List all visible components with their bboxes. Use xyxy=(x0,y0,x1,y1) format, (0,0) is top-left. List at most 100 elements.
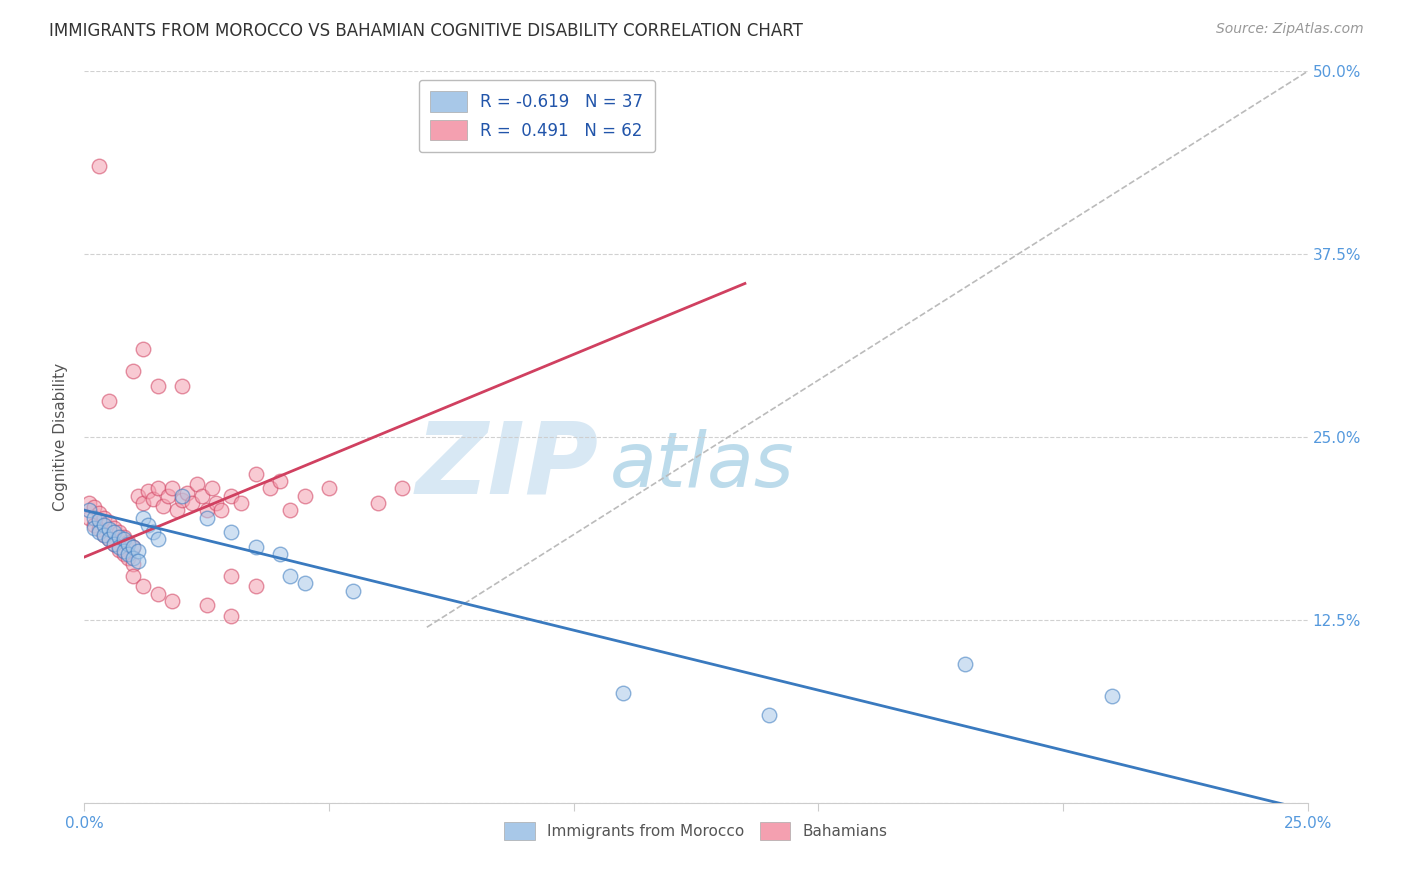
Point xyxy=(195,510,218,524)
Point xyxy=(136,484,159,499)
Text: Source: ZipAtlas.com: Source: ZipAtlas.com xyxy=(1216,22,1364,37)
Point xyxy=(172,489,194,503)
Point xyxy=(191,489,214,503)
Point xyxy=(103,525,125,540)
Point xyxy=(83,517,105,532)
Point xyxy=(391,481,413,495)
Point xyxy=(176,485,198,500)
Point xyxy=(172,379,194,393)
Point xyxy=(152,499,174,513)
Point xyxy=(342,583,364,598)
Point xyxy=(93,517,115,532)
Point xyxy=(93,528,115,542)
Point xyxy=(245,467,267,481)
Point xyxy=(205,496,228,510)
Point xyxy=(87,525,110,540)
Legend: Immigrants from Morocco, Bahamians: Immigrants from Morocco, Bahamians xyxy=(498,815,894,847)
Point xyxy=(112,544,135,558)
Point xyxy=(107,540,129,554)
Point xyxy=(1101,689,1123,703)
Point xyxy=(97,393,120,408)
Point xyxy=(107,530,129,544)
Point xyxy=(219,569,242,583)
Point xyxy=(146,379,169,393)
Point xyxy=(278,503,301,517)
Point xyxy=(181,496,204,510)
Point xyxy=(107,542,129,557)
Point xyxy=(259,481,281,495)
Point xyxy=(245,579,267,593)
Point xyxy=(117,537,139,551)
Point xyxy=(953,657,976,671)
Y-axis label: Cognitive Disability: Cognitive Disability xyxy=(53,363,69,511)
Point xyxy=(122,540,145,554)
Point xyxy=(132,579,155,593)
Point xyxy=(294,489,316,503)
Point xyxy=(172,493,194,508)
Point xyxy=(195,503,218,517)
Point xyxy=(97,533,120,547)
Point xyxy=(87,513,110,527)
Point xyxy=(612,686,634,700)
Point xyxy=(219,525,242,540)
Point xyxy=(245,540,267,554)
Point xyxy=(107,525,129,540)
Point xyxy=(103,537,125,551)
Point xyxy=(758,708,780,723)
Text: IMMIGRANTS FROM MOROCCO VS BAHAMIAN COGNITIVE DISABILITY CORRELATION CHART: IMMIGRANTS FROM MOROCCO VS BAHAMIAN COGN… xyxy=(49,22,803,40)
Point xyxy=(97,533,120,547)
Point xyxy=(294,576,316,591)
Point xyxy=(162,481,184,495)
Point xyxy=(97,522,120,536)
Point xyxy=(132,343,155,357)
Point xyxy=(87,522,110,536)
Point xyxy=(186,476,208,491)
Point xyxy=(117,535,139,549)
Text: ZIP: ZIP xyxy=(415,417,598,515)
Point xyxy=(122,364,145,378)
Point xyxy=(127,489,149,503)
Point xyxy=(77,510,100,524)
Point xyxy=(209,503,232,517)
Point xyxy=(93,528,115,542)
Point xyxy=(103,521,125,535)
Point xyxy=(87,160,110,174)
Point xyxy=(132,496,155,510)
Point xyxy=(112,533,135,547)
Point xyxy=(219,489,242,503)
Point xyxy=(156,489,179,503)
Point xyxy=(87,506,110,520)
Point xyxy=(278,569,301,583)
Point xyxy=(77,496,100,510)
Point xyxy=(219,608,242,623)
Point xyxy=(122,551,145,566)
Point xyxy=(146,481,169,495)
Point xyxy=(162,594,184,608)
Point xyxy=(195,599,218,613)
Point xyxy=(142,491,165,506)
Point xyxy=(77,503,100,517)
Point xyxy=(117,551,139,566)
Point xyxy=(122,569,145,583)
Point xyxy=(112,530,135,544)
Point xyxy=(97,515,120,529)
Point xyxy=(318,481,340,495)
Point xyxy=(122,558,145,572)
Point xyxy=(83,500,105,515)
Point xyxy=(166,503,188,517)
Point xyxy=(122,540,145,554)
Point xyxy=(269,474,291,488)
Point xyxy=(103,537,125,551)
Point xyxy=(127,554,149,568)
Point xyxy=(112,547,135,561)
Point xyxy=(367,496,389,510)
Point xyxy=(200,481,222,495)
Point xyxy=(136,517,159,532)
Point xyxy=(83,521,105,535)
Point xyxy=(83,510,105,524)
Point xyxy=(142,525,165,540)
Text: atlas: atlas xyxy=(610,429,794,503)
Point xyxy=(127,544,149,558)
Point xyxy=(93,510,115,524)
Point xyxy=(146,586,169,600)
